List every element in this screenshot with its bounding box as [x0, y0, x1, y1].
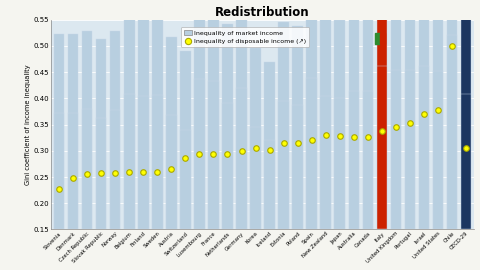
Bar: [432, 71, 443, 230]
Bar: [264, 62, 275, 230]
Bar: [348, 12, 359, 229]
Bar: [194, 79, 204, 230]
Bar: [362, 90, 373, 230]
Bar: [335, 98, 345, 230]
Bar: [264, 140, 275, 230]
Bar: [461, 94, 471, 230]
Bar: [180, 51, 191, 230]
Bar: [54, 34, 64, 229]
Bar: [461, 15, 471, 229]
Bar: [82, 31, 93, 230]
Bar: [278, 101, 289, 230]
Bar: [377, 0, 387, 230]
Bar: [208, 81, 219, 230]
Bar: [292, 26, 303, 230]
Bar: [222, 25, 233, 230]
Bar: [152, 16, 163, 230]
Bar: [447, 0, 457, 230]
Bar: [447, 35, 457, 230]
Bar: [68, 113, 78, 230]
Bar: [194, 1, 204, 230]
Bar: [380, 33, 385, 44]
Bar: [124, 16, 134, 229]
Bar: [278, 22, 289, 230]
Bar: [110, 110, 120, 230]
Bar: [54, 113, 64, 230]
Legend: Inequality of market income, Inequality of disposable income (↗): Inequality of market income, Inequality …: [181, 27, 309, 47]
Bar: [419, 66, 429, 230]
Bar: [124, 94, 134, 230]
Bar: [138, 18, 148, 230]
Bar: [222, 103, 233, 230]
Bar: [96, 39, 107, 230]
Bar: [321, 17, 331, 229]
Bar: [166, 36, 177, 230]
Bar: [432, 0, 443, 230]
Bar: [236, 9, 247, 230]
Bar: [250, 48, 261, 229]
Bar: [68, 34, 78, 229]
Bar: [250, 127, 261, 230]
Bar: [419, 0, 429, 230]
Y-axis label: Gini coefficient of income inequality: Gini coefficient of income inequality: [25, 64, 31, 185]
Bar: [375, 33, 380, 44]
Bar: [348, 90, 359, 230]
Bar: [138, 96, 148, 230]
Bar: [306, 79, 317, 229]
Bar: [96, 118, 107, 230]
Bar: [377, 66, 387, 230]
Bar: [405, 0, 415, 230]
Bar: [292, 105, 303, 230]
Bar: [166, 115, 177, 230]
Bar: [405, 70, 415, 230]
Bar: [362, 12, 373, 229]
Title: Redistribution: Redistribution: [215, 6, 310, 19]
Bar: [306, 0, 317, 230]
Bar: [180, 130, 191, 230]
Bar: [110, 31, 120, 230]
Bar: [391, 0, 401, 230]
Bar: [321, 96, 331, 230]
Bar: [82, 109, 93, 230]
Bar: [391, 70, 401, 230]
Bar: [152, 95, 163, 230]
Bar: [236, 88, 247, 230]
Bar: [335, 20, 345, 230]
Bar: [208, 2, 219, 230]
